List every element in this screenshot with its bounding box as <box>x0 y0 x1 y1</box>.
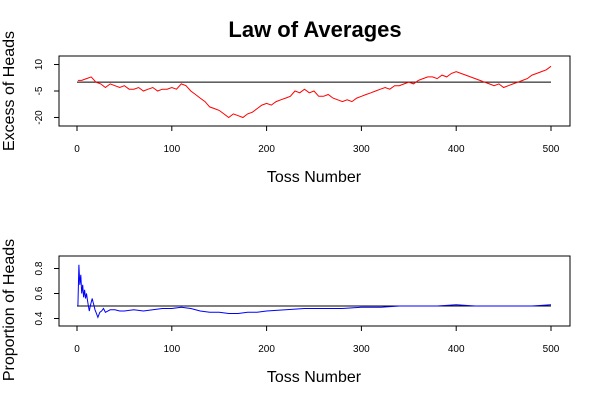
x-tick-label: 0 <box>74 344 80 355</box>
x-axis: 0 100 200 300 400 500 <box>74 126 560 155</box>
y-tick-label: -5 <box>34 86 45 95</box>
x-tick-label: 400 <box>448 344 465 355</box>
excess-of-heads-panel: 10 -5 -20 0 100 200 300 400 500 Toss Number Exc… <box>1 31 571 186</box>
proportion-of-heads-panel: 0.4 0.6 0.8 0 100 200 300 400 500 Toss Number P… <box>1 239 571 386</box>
x-tick-label: 300 <box>353 344 370 355</box>
x-axis-label: Toss Number <box>267 369 362 386</box>
excess-of-heads-series <box>77 65 552 119</box>
chart-title: Law of Averages <box>228 17 401 42</box>
x-axis: 0 100 200 300 400 500 <box>74 326 560 355</box>
x-axis-label: Toss Number <box>267 169 362 186</box>
y-tick-label: 0.6 <box>34 286 45 300</box>
x-tick-label: 400 <box>448 144 465 155</box>
x-tick-label: 300 <box>353 144 370 155</box>
y-tick-label: 0.4 <box>34 311 45 325</box>
x-tick-label: 100 <box>163 144 180 155</box>
x-tick-label: 200 <box>258 344 275 355</box>
y-tick-label: -20 <box>34 110 45 125</box>
y-tick-label: 0.8 <box>34 261 45 275</box>
y-axis: 0.4 0.6 0.8 <box>34 261 59 325</box>
y-axis-label: Excess of Heads <box>1 31 18 151</box>
x-tick-label: 0 <box>74 144 80 155</box>
x-tick-label: 500 <box>543 144 560 155</box>
y-axis-label: Proportion of Heads <box>1 239 18 381</box>
y-axis: 10 -5 -20 <box>34 59 59 125</box>
plot-frame <box>58 255 571 327</box>
x-tick-label: 500 <box>543 344 560 355</box>
proportion-of-heads-series <box>77 264 552 319</box>
x-tick-label: 200 <box>258 144 275 155</box>
x-tick-label: 100 <box>163 344 180 355</box>
y-tick-label: 10 <box>34 59 45 71</box>
